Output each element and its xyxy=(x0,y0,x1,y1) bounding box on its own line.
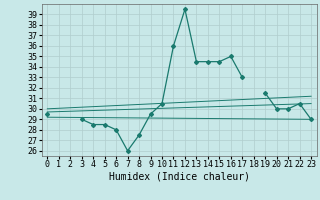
X-axis label: Humidex (Indice chaleur): Humidex (Indice chaleur) xyxy=(109,172,250,182)
